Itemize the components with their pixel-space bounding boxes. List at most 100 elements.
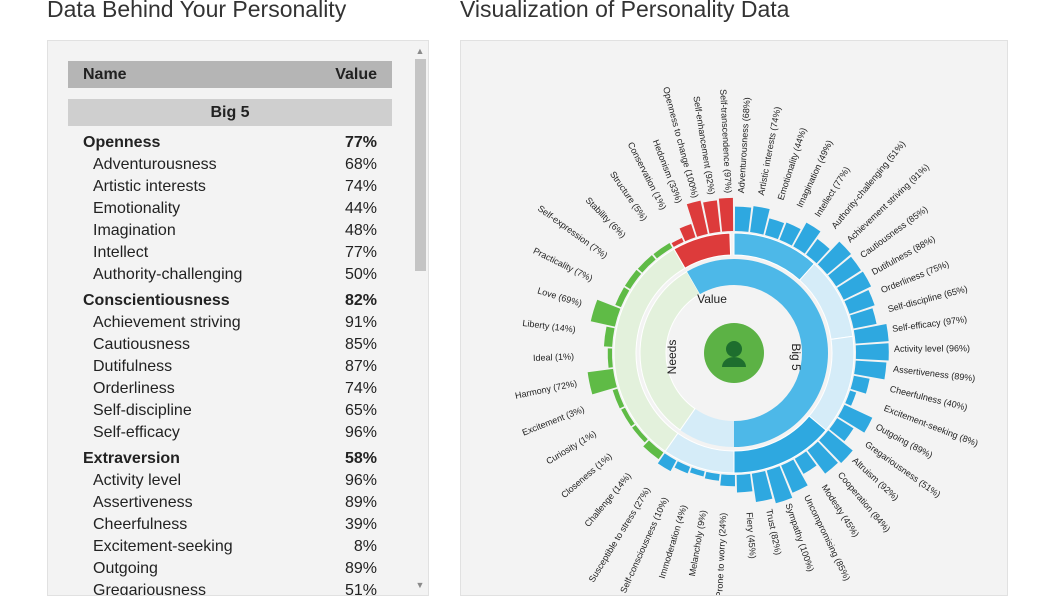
facet-row: Intellect 77% [68,242,392,264]
facet-name: Assertiveness [93,494,193,511]
facet-bar [837,271,872,300]
value-column-header: Value [335,65,377,83]
facet-name: Orderliness [93,380,175,397]
facet-row: Excitement-seeking 8% [68,536,392,558]
facet-value: 39% [344,516,377,533]
facet-bar [838,404,873,433]
facet-bar [632,425,648,443]
facet-bar [624,269,642,289]
facet-name: Intellect [93,244,149,261]
personality-sunburst-chart: Adventurousness (68%) Artistic interests … [514,86,979,596]
facet-value: 48% [344,222,377,239]
facet-value: 74% [344,178,377,195]
big5-inner-ring [734,259,828,447]
facet-label: Melancholy (9%) [687,509,708,577]
facet-bar [845,390,857,406]
facet-value: 89% [344,494,377,511]
facet-name: Emotionality [93,200,181,217]
trait-name: Openness [83,134,161,151]
facet-value: 68% [344,156,377,173]
facet-label: Self-efficacy (97%) [892,314,968,334]
visualization-heading: Visualization of Personality Data [460,0,790,22]
needs-inner-ring [639,270,701,431]
values-segment [673,232,732,269]
facet-row: Authority-challenging 50% [68,264,392,286]
facet-value: 77% [344,244,377,261]
facet-name: Gregariousness [93,582,206,596]
facet-label: Gregariousness (51%) [863,439,942,499]
trait-row: Openness 77% [68,132,392,154]
facet-bar [853,324,889,344]
facet-row: Activity level 96% [68,470,392,492]
facet-bar [720,474,736,487]
facet-value: 91% [344,314,377,331]
scrollbar-thumb[interactable] [415,59,426,271]
facet-bar [607,348,613,368]
facet-bar [766,466,793,504]
trait-row: Conscientiousness 82% [68,290,392,312]
trait-value: 77% [344,134,377,151]
facet-label: Artistic interests (74%) [756,106,783,196]
trait-group: Conscientiousness 82% Achievement striving… [68,290,392,444]
center-person-icon [726,341,742,357]
facet-row: Cautiousness 85% [68,334,392,356]
facet-bar [751,470,773,502]
facet-value: 89% [344,560,377,577]
facet-name: Activity level [93,472,182,489]
facet-bar [779,222,801,246]
facet-bar [817,241,852,275]
trait-name: Extraversion [83,450,180,467]
facet-bar [612,388,625,409]
facet-bar [806,239,830,264]
facet-bar [750,206,770,235]
facet-label: Love (69%) [536,286,583,309]
visualization-panel: Adventurousness (68%) Artistic interests … [460,40,1008,596]
facet-name: Outgoing [93,560,158,577]
facet-label: Activity level (96%) [894,343,970,354]
facet-bar [689,467,705,477]
facet-bar [653,243,673,259]
facet-row: Orderliness 74% [68,378,392,400]
facet-bar [674,461,691,474]
value-label: Value [697,292,727,306]
personality-table-panel[interactable]: Name Value Big 5 Openness 77% Adventurousn… [47,40,429,596]
facet-bar [703,200,721,234]
facet-row: Adventurousness 68% [68,154,392,176]
facet-row: Imagination 48% [68,220,392,242]
needs-label: Needs [665,340,679,375]
table-header-row: Name Value [68,61,392,88]
facet-bar [615,287,630,308]
facet-row: Emotionality 44% [68,198,392,220]
facet-label: Prone to worry (24%) [714,512,728,596]
facet-bar [734,206,752,232]
facet-row: Self-discipline 65% [68,400,392,422]
facet-bar [679,224,696,242]
facet-bar [807,441,838,474]
table-scrollbar[interactable]: ▲ ▼ [412,41,428,595]
personality-table: Name Value Big 5 Openness 77% Adventurousn… [68,61,392,596]
scroll-up-arrow-icon[interactable]: ▲ [415,46,425,56]
facet-bar [781,459,808,493]
scroll-down-arrow-icon[interactable]: ▼ [415,580,425,590]
facet-bar [590,299,621,327]
facet-bar [587,368,617,395]
facet-bar [704,471,720,481]
facet-row: Cheerfulness 39% [68,514,392,536]
facet-name: Self-efficacy [93,424,180,441]
center-person-body-icon [722,357,746,367]
facet-bar [819,430,853,464]
facet-label: Self-consciousness (10%) [618,496,670,595]
big5-inner-emotional [680,408,734,447]
facet-value: 50% [344,266,377,283]
facet-label: Stability (6%) [584,195,628,240]
facet-name: Imagination [93,222,176,239]
facet-value: 96% [344,424,377,441]
facet-label: Ideal (1%) [533,351,574,363]
facet-value: 8% [353,538,377,555]
facet-bar [686,200,708,237]
facet-name: Self-discipline [93,402,192,419]
big5-section-header: Big 5 [68,99,392,126]
facet-bar [671,237,684,247]
facet-bar [603,326,615,347]
facet-name: Excitement-seeking [93,538,233,555]
